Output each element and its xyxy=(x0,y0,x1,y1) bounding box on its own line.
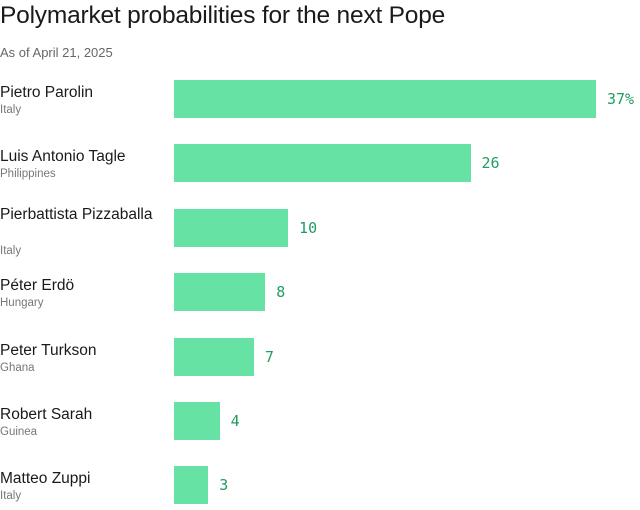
candidate-country: Hungary xyxy=(0,297,44,309)
probability-bar xyxy=(174,338,254,376)
candidate-country: Philippines xyxy=(0,168,56,180)
candidate-name: Luis Antonio Tagle xyxy=(0,148,126,165)
candidate-name: Peter Turkson xyxy=(0,342,97,359)
bar-value-label: 4 xyxy=(230,412,240,430)
candidate-country: Italy xyxy=(0,245,22,257)
candidate-name: Pietro Parolin xyxy=(0,84,94,101)
bar-value-label: 26 xyxy=(481,154,500,172)
probability-bar xyxy=(174,273,266,311)
chart-title: Polymarket probabilities for the next Po… xyxy=(0,2,446,29)
bar-value-label: 10 xyxy=(299,219,318,237)
chart-subtitle: As of April 21, 2025 xyxy=(0,45,113,60)
bar-value-label: 7 xyxy=(264,348,274,366)
candidate-country: Guinea xyxy=(0,426,38,438)
candidate-country: Italy xyxy=(0,104,22,116)
candidate-country: Ghana xyxy=(0,362,35,374)
candidate-country: Italy xyxy=(0,490,22,502)
probability-bar xyxy=(174,80,596,118)
probability-bar xyxy=(174,209,289,247)
probability-bar xyxy=(174,144,471,182)
candidate-name: Matteo Zuppi xyxy=(0,470,91,487)
probability-bar xyxy=(174,466,209,504)
bar-value-label: 3 xyxy=(219,476,229,494)
candidate-name: Péter Erdö xyxy=(0,277,75,294)
candidate-name: Pierbattista Pizzaballa xyxy=(0,206,153,223)
candidate-name: Robert Sarah xyxy=(0,406,93,423)
bar-value-label: 8 xyxy=(276,283,286,301)
bar-value-label: 37% xyxy=(607,90,635,108)
probability-bar xyxy=(174,402,220,440)
